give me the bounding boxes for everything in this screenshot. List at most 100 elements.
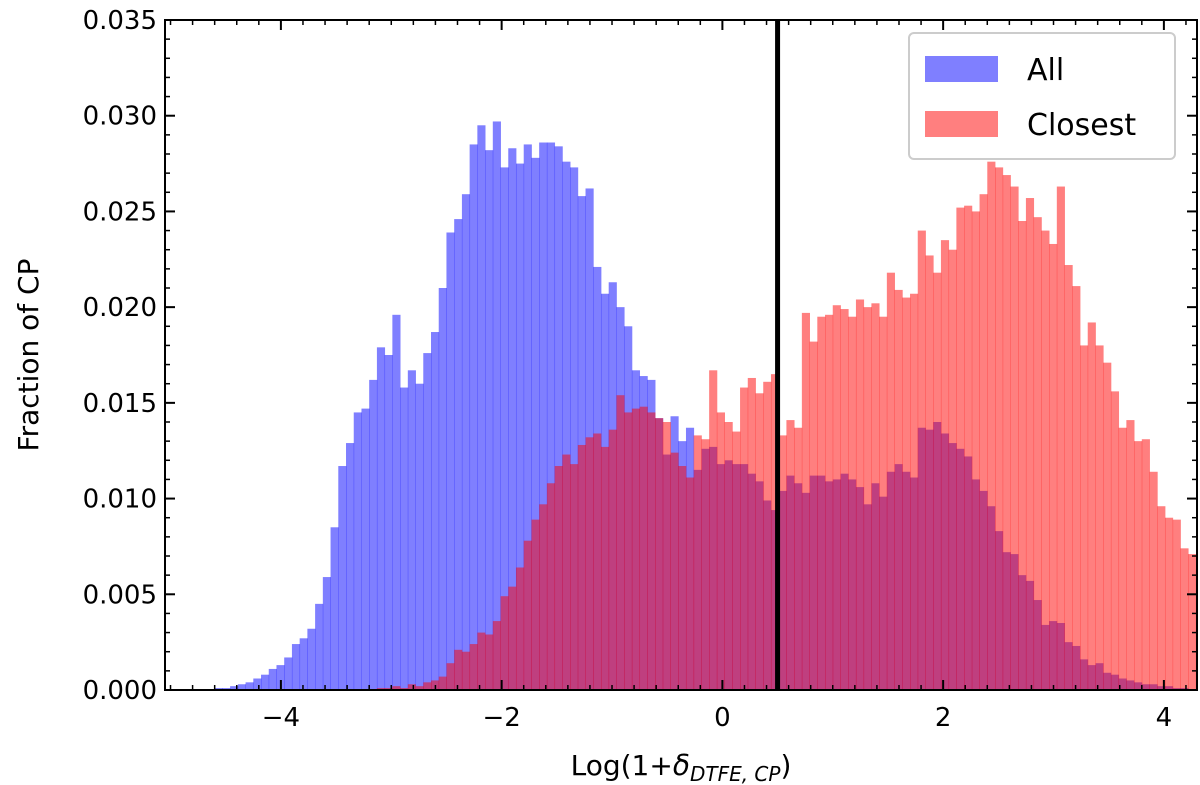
histogram-bar-closest <box>655 418 664 690</box>
histogram-bar-all <box>384 355 393 690</box>
histogram-bar-closest <box>863 307 872 690</box>
histogram-bar-closest <box>570 464 579 690</box>
histogram-bar-closest <box>593 433 602 690</box>
histogram-bar-closest <box>670 452 679 690</box>
legend-label-closest: Closest <box>1027 108 1136 143</box>
histogram-bar-all <box>485 150 494 690</box>
histogram-bar-closest <box>585 437 594 690</box>
histogram-bar-closest <box>747 377 756 690</box>
histogram-bar-closest <box>1010 186 1019 690</box>
y-axis-ticks: 0.000 0.005 0.010 0.015 0.020 0.025 0.030 0.035 <box>83 6 1197 706</box>
histogram-bar-all <box>546 142 556 690</box>
histogram-bar-closest <box>1134 441 1143 690</box>
histogram-bar-closest <box>693 435 702 690</box>
histogram-bar-closest <box>855 299 865 690</box>
legend-swatch-closest <box>925 111 998 137</box>
histogram-bar-closest <box>1157 506 1166 690</box>
histogram-bar-closest <box>1118 427 1127 690</box>
histogram-bar-closest <box>515 567 525 690</box>
y-tick-label: 0.035 <box>83 6 157 36</box>
histogram-bar-all <box>531 157 540 690</box>
histogram-bar-closest <box>778 435 787 690</box>
histogram-bar-closest <box>1033 217 1042 690</box>
x-tick-label: 4 <box>1156 703 1173 733</box>
histogram-bar-all <box>369 379 378 690</box>
histogram-bar-closest <box>446 663 455 690</box>
histogram-bar-closest <box>485 634 494 690</box>
histogram-bar-closest <box>423 682 432 690</box>
histogram-bar-all <box>431 332 440 690</box>
histogram-bar-closest <box>886 272 895 690</box>
histogram-bar-all <box>322 577 331 690</box>
histogram-bar-closest <box>763 381 772 690</box>
histogram-bar-closest <box>461 651 471 690</box>
histogram-bar-closest <box>770 374 780 690</box>
histogram-bar-all <box>438 288 447 690</box>
histogram-bar-closest <box>438 676 447 690</box>
histogram-bar-closest <box>910 293 919 690</box>
legend-label-all: All <box>1027 53 1064 88</box>
histogram-bar-all <box>284 657 293 690</box>
histogram-bar-closest <box>879 316 888 690</box>
histogram-bar-closest <box>1049 243 1058 690</box>
histogram-bar-all <box>315 603 324 690</box>
histogram-bar-all <box>477 125 486 690</box>
histogram-bar-all <box>539 142 548 690</box>
histogram-bar-closest <box>554 466 563 690</box>
x-tick-label: 0 <box>714 703 731 733</box>
histogram-bar-closest <box>871 303 880 690</box>
y-axis-label: Fraction of CP <box>12 259 45 452</box>
histogram-bar-closest <box>956 207 965 690</box>
histogram-bar-all <box>461 194 471 690</box>
histogram-bar-closest <box>577 444 586 690</box>
histogram-bar-closest <box>685 477 695 690</box>
histogram-bar-closest <box>1149 471 1158 690</box>
histogram-bar-closest <box>1095 345 1104 690</box>
histogram-bar-all <box>376 347 386 690</box>
histogram-bar-closest <box>1188 554 1197 690</box>
histogram-bar-closest <box>840 309 849 690</box>
histogram-bar-all <box>299 638 308 690</box>
histogram-bar-all <box>307 628 316 690</box>
histogram-bar-closest <box>477 632 486 690</box>
histogram-bar-closest <box>917 230 926 690</box>
histogram-bar-closest <box>539 504 548 690</box>
histogram-bar-closest <box>716 412 725 690</box>
histogram-bar-all <box>400 387 409 690</box>
x-axis-ticks: −4 −2 0 2 4 <box>169 20 1187 733</box>
histogram-bar-closest <box>755 393 764 690</box>
histogram-bar-all <box>268 668 277 690</box>
y-tick-label: 0.030 <box>83 102 157 132</box>
histogram-bar-closest <box>987 161 996 690</box>
histogram-bar-closest <box>964 205 973 690</box>
histogram-bar-all <box>523 144 532 690</box>
histogram-bar-closest <box>1072 286 1081 690</box>
histogram-bar-closest <box>732 431 741 690</box>
histogram-bar-closest <box>817 316 826 690</box>
histogram-bar-all <box>361 408 370 690</box>
histogram-bar-all <box>330 527 339 690</box>
histogram-bar-all <box>230 686 239 690</box>
histogram-bar-closest <box>454 649 463 690</box>
histogram-bar-closest <box>825 314 834 690</box>
histogram-bar-all <box>423 353 432 690</box>
histogram-bar-closest <box>933 272 942 690</box>
histogram-bar-closest <box>1172 519 1181 690</box>
histogram-bar-closest <box>1164 517 1174 690</box>
histogram-bar-all <box>291 644 301 690</box>
histogram-bar-closest <box>701 439 710 690</box>
y-tick-label: 0.015 <box>83 389 157 419</box>
histogram-bar-all <box>562 161 571 690</box>
histogram-bar-all <box>500 167 509 690</box>
histogram-bar-closest <box>624 412 633 690</box>
histogram-bar-closest <box>801 312 810 690</box>
plot-frame <box>164 19 1198 691</box>
histogram-bar-closest <box>500 596 509 690</box>
histogram-bar-closest <box>1002 175 1011 690</box>
histogram-bar-closest <box>848 316 857 690</box>
histogram-bar-all <box>515 163 525 690</box>
y-tick-label: 0.025 <box>83 197 157 227</box>
histogram-bar-all <box>508 148 517 690</box>
histogram-bar-closest <box>724 422 733 690</box>
histogram-bar-all <box>554 146 563 690</box>
